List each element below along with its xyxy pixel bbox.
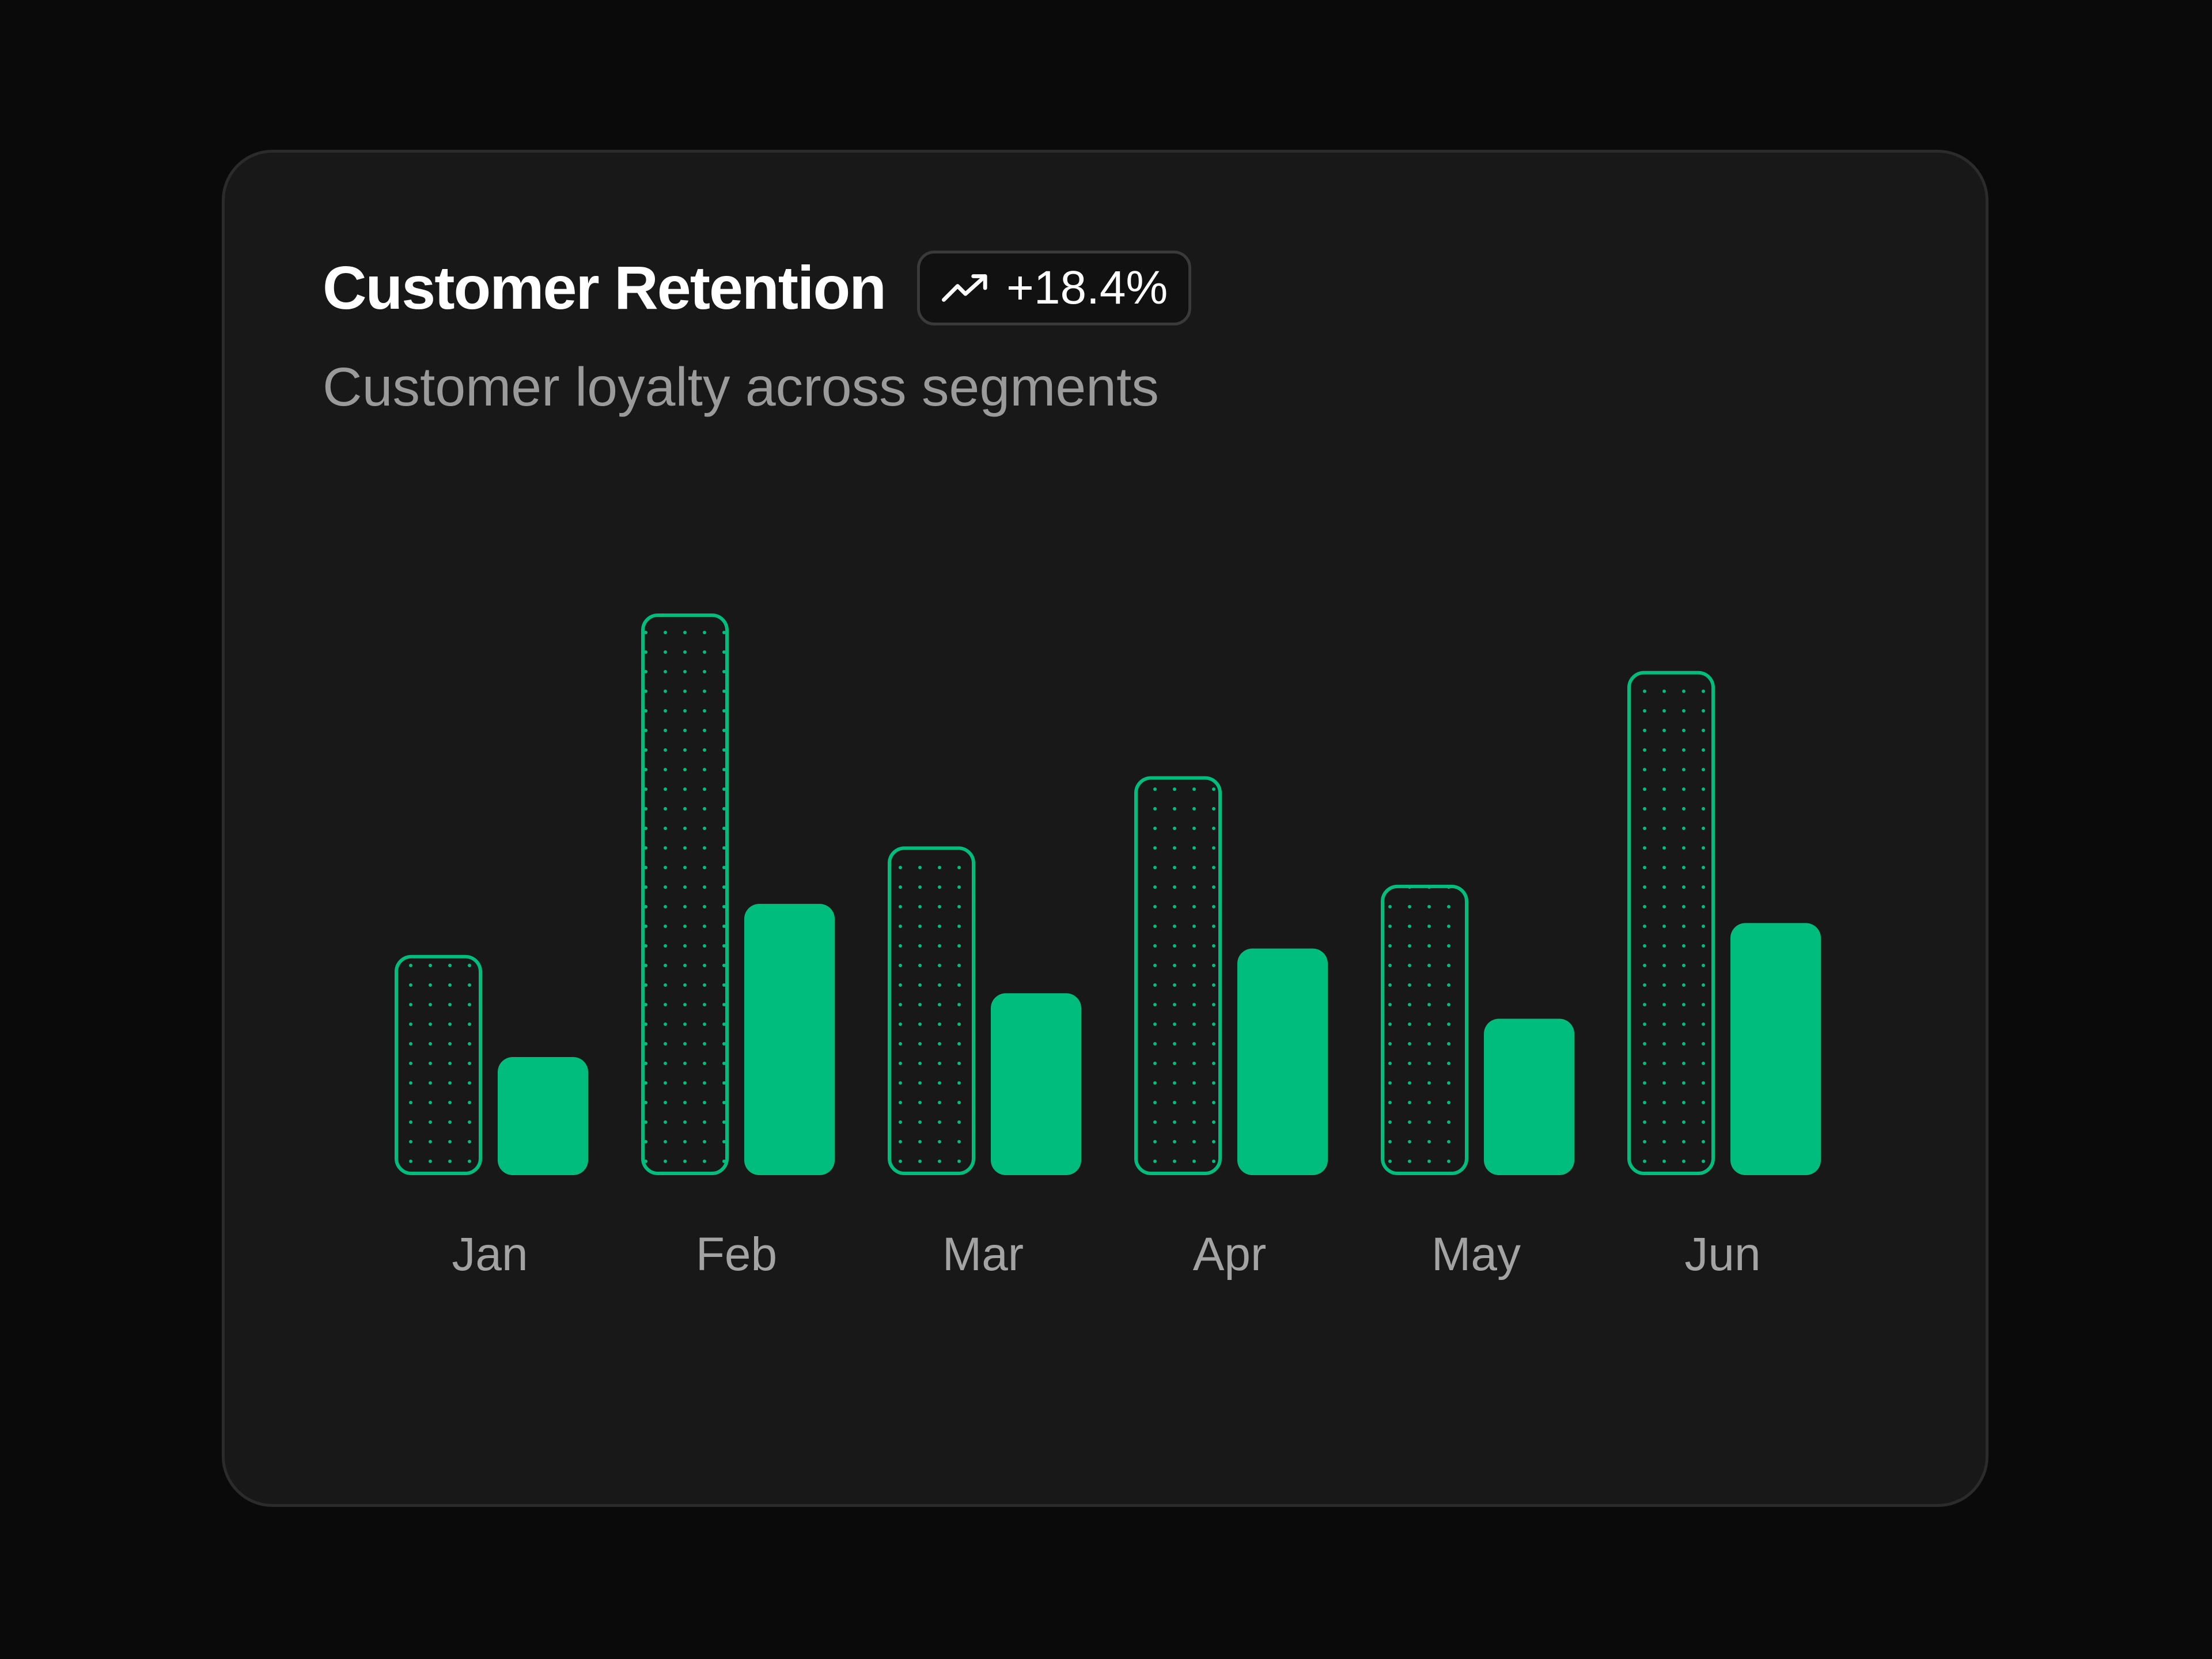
x-tick-label: Jun xyxy=(1684,1228,1760,1281)
card-title: Customer Retention xyxy=(323,254,887,322)
card-subtitle: Customer loyalty across segments xyxy=(323,357,1159,418)
bar-jun-outlined xyxy=(1627,671,1715,1175)
bar-feb-solid xyxy=(744,904,835,1175)
trending-up-icon xyxy=(941,274,987,302)
bar-apr-outlined xyxy=(1134,776,1222,1176)
bar-jan-outlined xyxy=(395,955,482,1176)
bar-chart: Jan Feb Mar Apr May Jun xyxy=(395,613,1821,1281)
bar-apr-solid xyxy=(1237,948,1328,1175)
x-axis-labels: Jan Feb Mar Apr May Jun xyxy=(452,1228,1760,1281)
card-header: Customer Retention +18.4% xyxy=(323,251,1192,325)
x-tick-label: Mar xyxy=(942,1228,1024,1281)
trend-value: +18.4% xyxy=(1006,262,1168,314)
bar-jun-solid xyxy=(1730,923,1821,1175)
x-tick-label: Apr xyxy=(1193,1228,1267,1281)
bar-feb-outlined xyxy=(641,613,729,1175)
x-tick-label: Feb xyxy=(696,1228,777,1281)
bar-may-solid xyxy=(1484,1018,1574,1175)
bar-mar-outlined xyxy=(888,846,975,1176)
retention-card: Customer Retention +18.4% Customer loyal… xyxy=(222,150,1988,1507)
bar-may-outlined xyxy=(1381,884,1468,1176)
trend-badge: +18.4% xyxy=(916,251,1192,325)
bar-jan-solid xyxy=(498,1057,588,1175)
bars-group xyxy=(395,613,1821,1176)
x-tick-label: Jan xyxy=(452,1228,528,1281)
x-tick-label: May xyxy=(1431,1228,1521,1281)
bar-mar-solid xyxy=(991,993,1081,1175)
